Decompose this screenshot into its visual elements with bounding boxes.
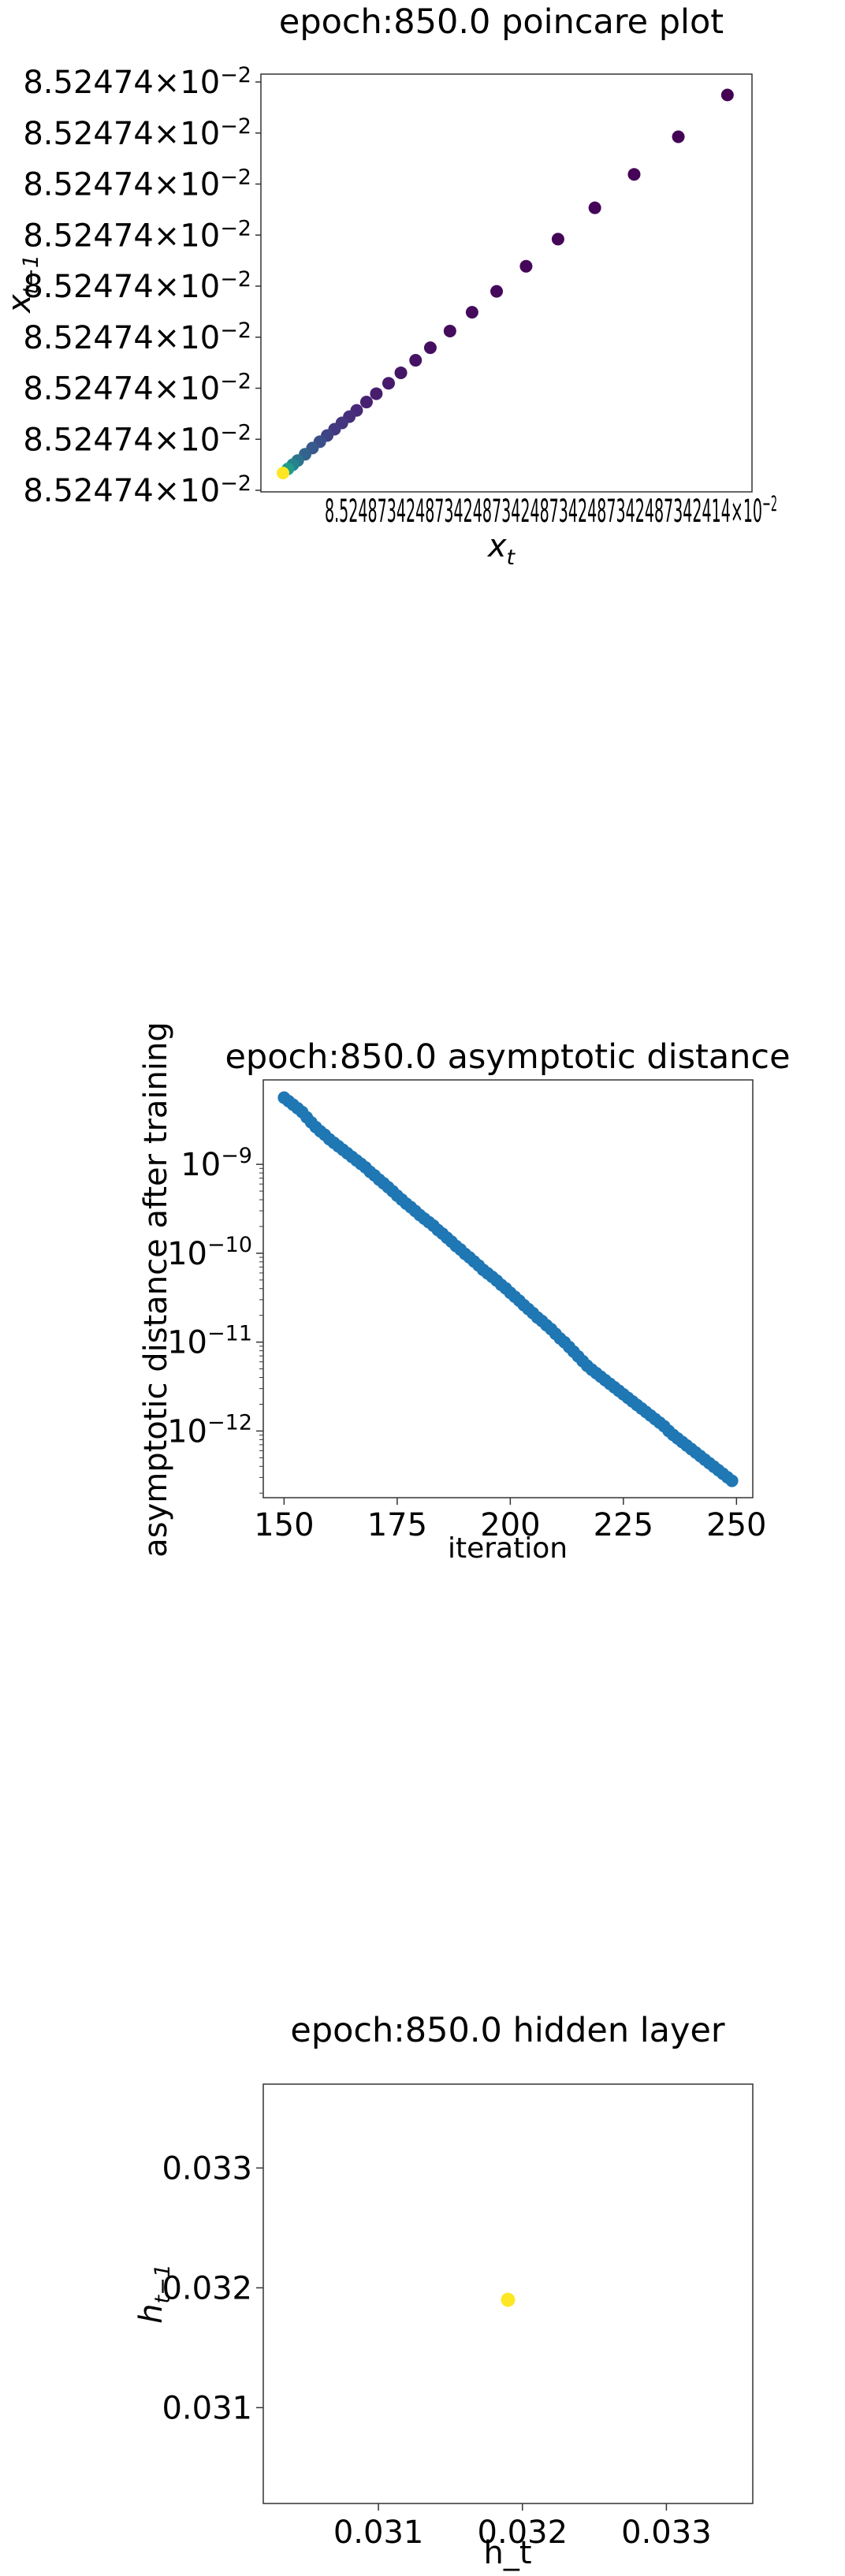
poincare-point [394,366,408,379]
poincare-point [423,341,437,355]
poincare-point [359,396,373,409]
asymptotic-x-tick-label: 175 [367,1507,427,1543]
poincare-y-tick-label: 8.52474×10−2 [23,471,251,509]
poincare-y-tick-label: 8.52474×10−2 [23,318,251,356]
asymptotic-y-ticks: 10−9 10−10 10−11 10−12 [167,1144,263,1494]
hidden-layer-y-axis-label: ht−1 [133,2264,175,2324]
poincare-y-ticks: 8.52474×10−2 8.52474×10−2 8.52474×10−2 8.52… [23,63,261,509]
poincare-y-tick-label: 8.52474×10−2 [23,370,251,408]
asymptotic-x-tick-label: 200 [480,1507,540,1543]
asymptotic-y-tick-label: 10−9 [181,1144,252,1183]
poincare-x-tick-labels: 8.52487342487342487342487342487342487342… [325,492,777,530]
asymptotic-x-ticks: 150 175 200 225 250 [254,1498,767,1543]
poincare-point [370,387,383,400]
poincare-point [588,201,601,214]
hidden-layer-x-tick-label: 0.031 [333,2515,424,2551]
hidden-layer-y-tick-label: 0.032 [162,2270,252,2306]
poincare-title: epoch:850.0 poincare plot [279,2,724,42]
poincare-y-tick-label: 8.52474×10−2 [23,63,251,101]
poincare-point [551,233,564,246]
poincare-point [465,306,478,319]
poincare-y-tick-label: 8.52474×10−2 [23,166,251,203]
asymptotic-x-tick-label: 150 [254,1507,314,1543]
poincare-point [519,259,533,273]
poincare-y-tick-label: 8.52474×10−2 [23,267,251,305]
asymptotic-x-tick-label: 225 [594,1507,653,1543]
asymptotic-y-axis-label: asymptotic distance after training [138,1022,174,1558]
hidden-layer-chart: epoch:850.0 hidden layer 0.031 0.032 0.033… [133,2011,754,2571]
poincare-y-axis-label: xt−1 [2,255,43,315]
poincare-point [443,324,456,337]
hidden-layer-point [501,2292,516,2307]
hidden-layer-y-ticks: 0.031 0.032 0.033 [162,2150,263,2426]
hidden-layer-y-tick-label: 0.031 [162,2390,252,2426]
asymptotic-x-axis-label: iteration [448,1532,568,1565]
asymptotic-x-tick-label: 250 [706,1507,766,1543]
poincare-point [409,354,422,367]
poincare-y-tick-label: 8.52474×10−2 [23,114,251,152]
poincare-point [277,467,290,480]
poincare-chart: epoch:850.0 poincare plot 8.52474×10−28.… [2,2,777,570]
asymptotic-y-tick-label: 10−10 [167,1233,252,1272]
hidden-layer-x-tick-label: 0.033 [621,2515,712,2551]
hidden-layer-x-ticks: 0.031 0.032 0.033 [333,2503,712,2551]
poincare-point [490,285,504,298]
hidden-layer-x-axis-label: h_t [483,2535,531,2571]
asymptotic-point [725,1474,739,1487]
asymptotic-title: epoch:850.0 asymptotic distance [225,1037,790,1077]
poincare-point [627,168,641,181]
hidden-layer-title: epoch:850.0 hidden layer [290,2011,725,2050]
hidden-layer-y-tick-label: 0.033 [162,2150,252,2187]
poincare-x-axis-label: xt [486,528,516,570]
poincare-y-tick-label: 8.52474×10−2 [23,420,251,458]
hidden-layer-x-tick-label: 0.032 [478,2515,568,2551]
poincare-points [277,88,734,480]
asymptotic-y-tick-label: 10−11 [167,1322,252,1361]
asymptotic-y-tick-label: 10−12 [167,1410,252,1450]
poincare-y-tick-label: 8.52474×10−2 [23,216,251,254]
poincare-point [382,377,395,390]
asymptotic-points [277,1091,739,1487]
poincare-point [672,130,685,143]
hidden-layer-points [501,2292,516,2307]
poincare-point [720,88,734,102]
asymptotic-chart: epoch:850.0 asymptotic distance 10−9 10−1… [138,1022,791,1565]
